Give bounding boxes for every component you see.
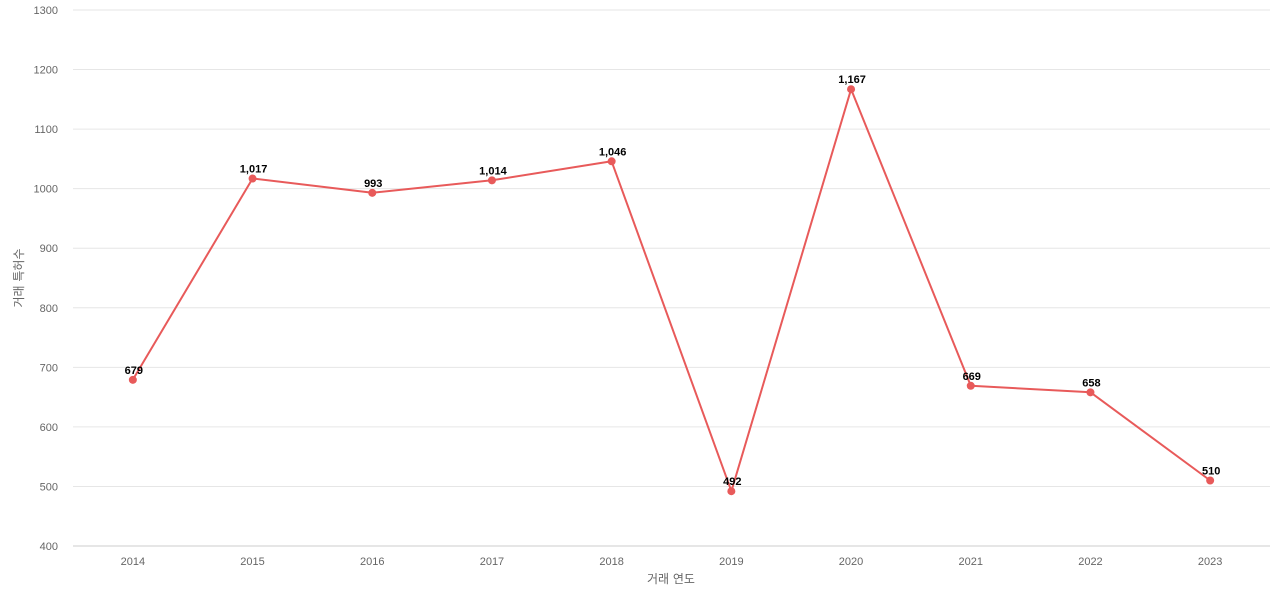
y-tick-label: 900	[40, 243, 58, 255]
x-tick-label: 2021	[959, 556, 983, 568]
data-label: 1,046	[599, 146, 627, 158]
data-point[interactable]	[607, 157, 616, 166]
data-point[interactable]	[1206, 476, 1215, 485]
data-label: 993	[364, 178, 382, 190]
data-label: 679	[125, 365, 143, 377]
x-tick-label: 2018	[599, 556, 623, 568]
y-tick-label: 1200	[34, 65, 58, 77]
data-point[interactable]	[966, 381, 975, 390]
data-label: 492	[723, 476, 741, 488]
data-label: 1,017	[240, 164, 268, 176]
series-line-group	[131, 88, 1212, 493]
y-tick-label: 400	[40, 541, 58, 553]
y-axis-title: 거래 특허수	[12, 248, 26, 307]
y-tick-label: 700	[40, 362, 58, 374]
data-point[interactable]	[487, 176, 496, 185]
data-point[interactable]	[1086, 388, 1095, 397]
gridlines	[73, 9, 1270, 547]
x-tick-label: 2022	[1078, 556, 1102, 568]
data-point[interactable]	[368, 188, 377, 197]
data-point[interactable]	[847, 85, 856, 94]
x-tick-label: 2019	[719, 556, 743, 568]
data-label: 658	[1082, 377, 1100, 389]
x-tick-label: 2023	[1198, 556, 1222, 568]
y-tick-label: 600	[40, 422, 58, 434]
x-tick-label: 2014	[121, 556, 145, 568]
y-tick-label: 500	[40, 481, 58, 493]
data-label: 1,014	[479, 165, 507, 177]
data-point[interactable]	[727, 487, 736, 496]
x-tick-label: 2016	[360, 556, 384, 568]
y-tick-label: 1100	[34, 124, 58, 136]
y-axis-ticks: 400 500 600 700 800 900 1000 1100 1200 1300	[34, 5, 58, 553]
x-axis-ticks: 2014 2015 2016 2017 2018 2019 2020 2021 2022 2023	[121, 556, 1223, 568]
y-tick-label: 1000	[34, 184, 58, 196]
series-line	[131, 88, 1212, 493]
x-tick-label: 2015	[240, 556, 264, 568]
y-tick-label: 1300	[34, 5, 58, 17]
data-label: 1,167	[838, 74, 866, 86]
data-labels: 679 1,017 993 1,014 1,046 492 1,167 669 658 510	[125, 74, 1221, 488]
data-point[interactable]	[248, 174, 257, 183]
y-tick-label: 800	[40, 303, 58, 315]
x-axis-title: 거래 연도	[647, 572, 695, 586]
x-tick-label: 2017	[480, 556, 504, 568]
data-label: 669	[963, 371, 981, 383]
data-point[interactable]	[128, 375, 137, 384]
data-label: 510	[1202, 465, 1220, 477]
data-points	[128, 85, 1215, 496]
x-tick-label: 2020	[839, 556, 863, 568]
